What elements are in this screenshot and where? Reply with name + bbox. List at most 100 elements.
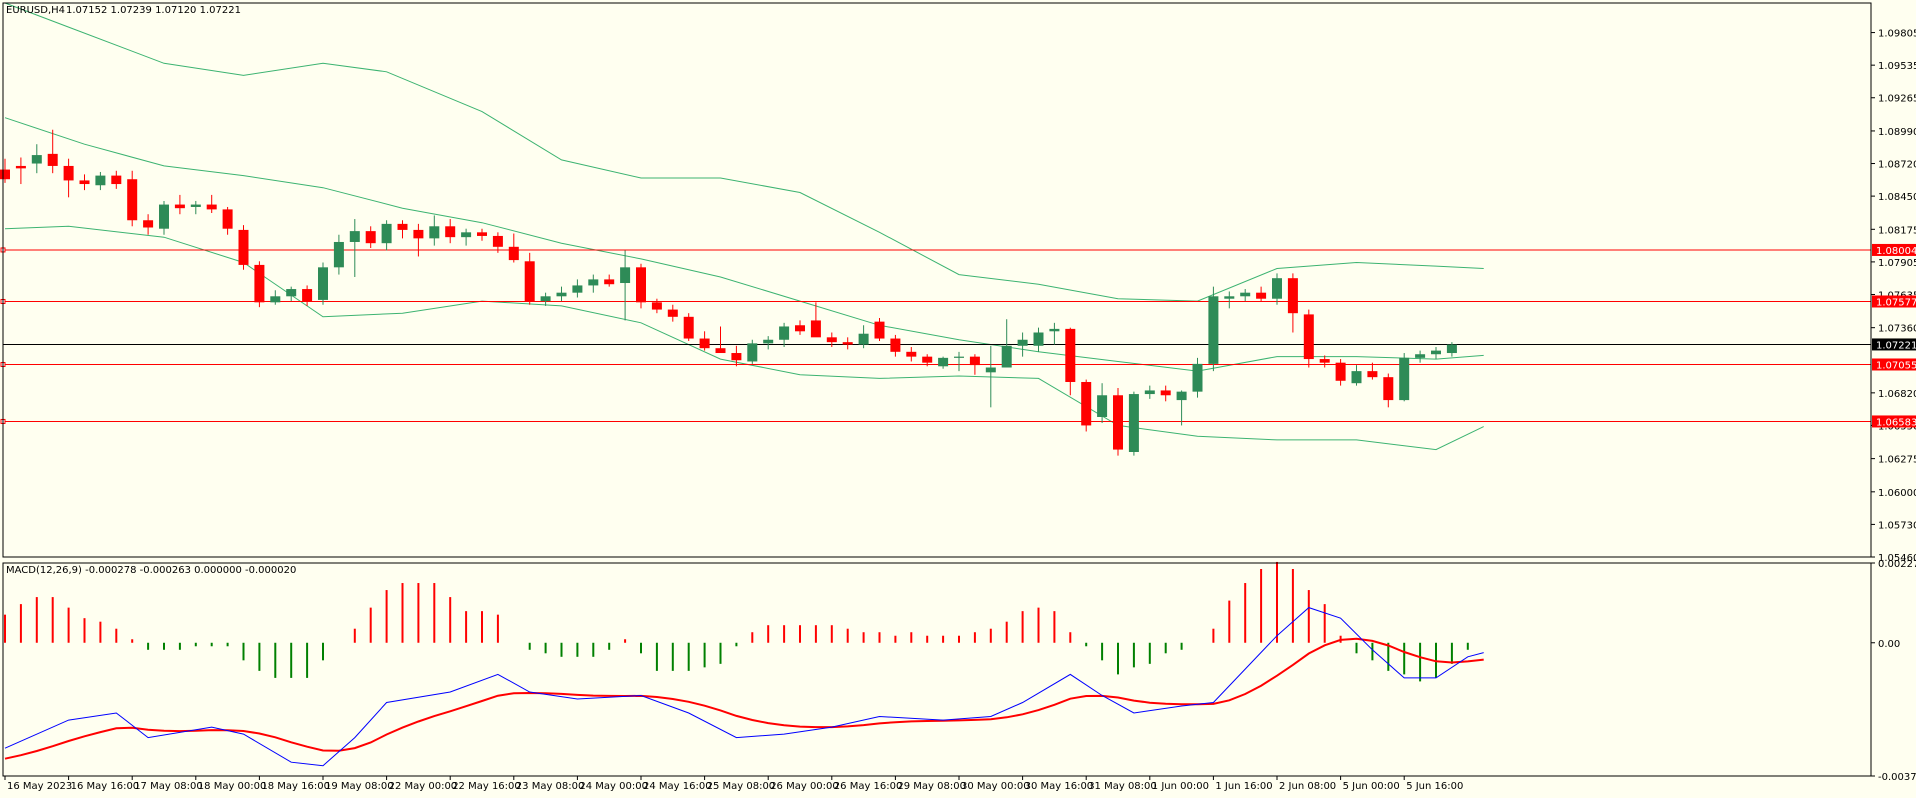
bull-candle	[349, 231, 360, 242]
bear-candle	[969, 356, 980, 366]
bollinger-middle-band	[4, 117, 1484, 372]
bear-candle	[0, 169, 10, 180]
current-price-tag-label: 1.07221	[1876, 340, 1916, 351]
bull-candle	[1033, 332, 1044, 346]
x-tick-label: 17 May 08:00	[134, 781, 203, 792]
bear-candle	[795, 325, 805, 332]
current-price-tag: 1.07221	[1872, 338, 1916, 351]
bear-candle	[524, 261, 535, 302]
x-tick-label: 22 May 00:00	[389, 781, 458, 792]
bull-candle	[190, 204, 201, 207]
level-tag-bg	[1872, 243, 1916, 256]
x-tick-label: 19 May 08:00	[325, 781, 394, 792]
bear-candle	[1113, 395, 1123, 450]
bear-candle	[683, 316, 694, 339]
bull-candle	[1192, 363, 1203, 392]
bear-candle	[397, 223, 408, 230]
x-tick-label: 26 May 00:00	[770, 781, 839, 792]
x-tick-label: 30 May 16:00	[1025, 781, 1094, 792]
bear-candle	[810, 320, 821, 338]
level-tag-bg	[1872, 295, 1916, 308]
price-y-tick-label: 1.08990	[1878, 127, 1916, 138]
level-price-tag: 1.08004	[1872, 243, 1916, 257]
bull-candle	[588, 279, 599, 286]
macd-y-tick-label: -0.003792	[1878, 772, 1916, 783]
level-tag-label: 1.07577	[1876, 297, 1916, 308]
bear-candle	[47, 153, 58, 166]
bear-candle	[302, 289, 313, 302]
bull-candle	[1128, 394, 1139, 452]
bear-candle	[1081, 381, 1092, 426]
x-tick-label: 18 May 00:00	[198, 781, 267, 792]
x-tick-label: 22 May 16:00	[452, 781, 521, 792]
x-tick-label: 16 May 2023	[7, 781, 72, 792]
x-tick-label: 25 May 08:00	[707, 781, 776, 792]
x-tick-label: 24 May 16:00	[643, 781, 712, 792]
bull-candle	[429, 226, 440, 239]
bull-candle	[747, 343, 758, 362]
macd-y-tick-label: 0.00227	[1878, 559, 1916, 570]
price-y-tick-label: 1.06820	[1878, 389, 1916, 400]
x-tick-label: 5 Jun 00:00	[1343, 781, 1400, 792]
current-price-tag-bg	[1872, 338, 1916, 351]
bear-candle	[492, 235, 503, 247]
x-tick-label: 23 May 08:00	[516, 781, 585, 792]
x-tick-label: 16 May 16:00	[71, 781, 140, 792]
bull-candle	[381, 223, 392, 244]
bull-candle	[1399, 357, 1410, 401]
bear-candle	[174, 204, 185, 209]
x-tick-label: 1 Jun 16:00	[1215, 781, 1272, 792]
bear-candle	[636, 267, 646, 303]
level-tag-bg	[1872, 358, 1916, 371]
price-panel	[0, 2, 1871, 456]
bear-candle	[1065, 328, 1076, 382]
macd-indicator-label: MACD(12,26,9) -0.000278 -0.000263 0.0000…	[6, 565, 296, 576]
level-price-tag: 1.07577	[1872, 295, 1916, 308]
bull-candle	[1208, 296, 1219, 364]
ohlc-label: 1.07152 1.07239 1.07120 1.07221	[66, 5, 241, 16]
bear-candle	[699, 338, 710, 349]
x-tick-label: 18 May 16:00	[261, 781, 330, 792]
bear-candle	[477, 232, 487, 236]
price-y-tick-label: 1.05730	[1878, 520, 1916, 531]
macd-panel	[4, 561, 1484, 767]
bear-candle	[254, 264, 265, 303]
bull-candle	[31, 155, 42, 164]
bear-candle	[206, 204, 217, 210]
bull-candle	[1431, 350, 1441, 355]
bear-candle	[413, 229, 424, 239]
bear-candle	[127, 179, 138, 221]
bear-candle	[604, 279, 615, 285]
bear-candle	[111, 175, 122, 185]
price-y-tick-label: 1.08450	[1878, 192, 1916, 203]
bull-candle	[540, 296, 551, 302]
bull-candle	[954, 356, 964, 358]
bear-candle	[143, 220, 154, 228]
bear-candle	[222, 209, 233, 229]
level-tag-label: 1.06583	[1876, 417, 1916, 428]
price-y-tick-label: 1.06000	[1878, 488, 1916, 499]
bear-candle	[715, 348, 726, 354]
bull-candle	[270, 296, 281, 303]
bear-candle	[15, 165, 26, 169]
bear-candle	[906, 351, 917, 357]
bull-candle	[938, 357, 949, 367]
macd-y-tick-label: 0.00	[1878, 639, 1900, 650]
bull-candle	[779, 326, 790, 340]
bear-candle	[1383, 377, 1394, 401]
x-tick-label: 31 May 08:00	[1088, 781, 1157, 792]
price-y-tick-label: 1.09265	[1878, 94, 1916, 105]
bear-candle	[1303, 314, 1314, 360]
bull-candle	[1415, 354, 1426, 358]
bear-candle	[667, 309, 678, 317]
macd-panel-frame	[2, 562, 1872, 777]
bear-candle	[842, 342, 853, 345]
bear-candle	[922, 356, 933, 363]
bull-candle	[333, 241, 344, 268]
bull-candle	[763, 339, 774, 344]
bull-candle	[286, 289, 297, 297]
bear-candle	[1287, 278, 1298, 314]
bull-candle	[159, 204, 169, 229]
